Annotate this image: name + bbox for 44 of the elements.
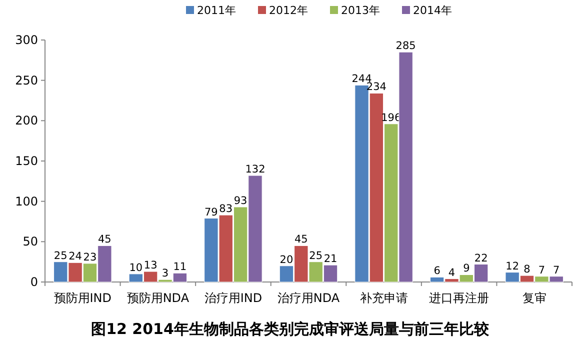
legend-label: 2012年 — [269, 4, 308, 17]
legend-label: 2013年 — [341, 4, 380, 17]
data-label: 20 — [280, 254, 294, 266]
data-label: 83 — [219, 203, 233, 216]
data-label: 10 — [129, 262, 143, 274]
y-tick-label: 200 — [15, 114, 38, 128]
y-tick-label: 150 — [15, 154, 38, 168]
data-label: 6 — [434, 265, 441, 278]
data-label: 3 — [162, 268, 169, 280]
x-tick-label: 预防用IND — [54, 291, 112, 305]
data-label: 11 — [173, 261, 187, 274]
data-label: 79 — [204, 206, 218, 218]
data-label: 12 — [506, 260, 520, 272]
x-tick-label: 进口再注册 — [429, 291, 490, 305]
data-label: 45 — [98, 234, 112, 246]
data-label: 21 — [324, 253, 338, 266]
y-tick-label: 0 — [30, 275, 38, 289]
x-tick-label: 治疗用NDA — [277, 291, 340, 305]
data-label: 13 — [144, 260, 158, 272]
data-label: 132 — [245, 164, 266, 176]
data-label: 23 — [83, 251, 97, 264]
x-tick-label: 复审 — [522, 291, 546, 305]
y-tick-label: 100 — [15, 194, 38, 208]
y-tick-label: 250 — [15, 73, 38, 88]
x-tick-label: 预防用NDA — [126, 291, 190, 305]
data-label: 4 — [448, 266, 456, 279]
data-label: 7 — [553, 264, 560, 276]
text: 图12 2014年生物制品各类别完成审评送局量与前三年比较 — [91, 320, 490, 338]
x-tick-label: 补充申请 — [360, 291, 408, 305]
data-label: 25 — [54, 250, 68, 262]
x-tick-label: 治疗用IND — [204, 291, 262, 305]
legend-label: 2011年 — [197, 4, 236, 17]
legend-label: 2014年 — [413, 4, 452, 17]
y-tick-label: 300 — [15, 33, 38, 47]
data-label: 25 — [309, 250, 323, 262]
data-label: 285 — [396, 40, 416, 52]
data-label: 7 — [538, 264, 546, 276]
data-label: 22 — [474, 252, 488, 264]
data-label: 9 — [463, 262, 470, 275]
data-label: 45 — [294, 234, 308, 246]
data-label: 8 — [524, 264, 530, 276]
data-label: 24 — [68, 250, 82, 263]
y-tick-label: 50 — [22, 234, 38, 249]
data-label: 93 — [234, 194, 248, 207]
